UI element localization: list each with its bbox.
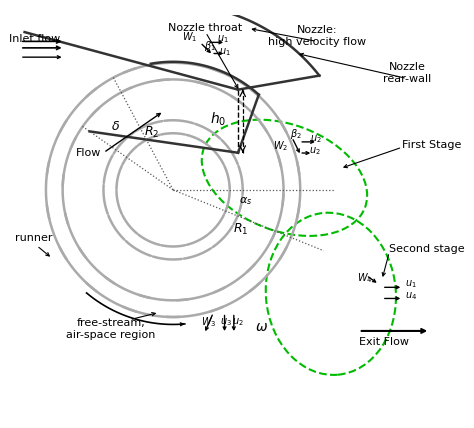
Text: Inlet flow: Inlet flow	[9, 33, 60, 44]
Text: $u_2$: $u_2$	[232, 316, 244, 328]
Text: $u_1$: $u_1$	[217, 33, 228, 45]
Text: $R_1$: $R_1$	[233, 222, 249, 237]
Text: $h_0$: $h_0$	[210, 110, 226, 128]
Text: $u_1$: $u_1$	[405, 279, 417, 291]
Text: Second stage: Second stage	[389, 244, 465, 254]
Text: $\omega$: $\omega$	[255, 320, 268, 334]
Text: $\delta$: $\delta$	[111, 120, 120, 133]
Text: Nozzle:
high velocity flow: Nozzle: high velocity flow	[268, 25, 366, 47]
Text: Nozzle throat: Nozzle throat	[168, 23, 243, 33]
Text: $u_3$: $u_3$	[220, 316, 232, 328]
Text: $\beta_1$: $\beta_1$	[204, 39, 216, 53]
Text: Flow: Flow	[76, 148, 101, 158]
Text: $u_1$: $u_1$	[219, 46, 230, 57]
Text: $W_1$: $W_1$	[182, 30, 197, 44]
Text: $W_4$: $W_4$	[357, 271, 373, 285]
Text: $R_2$: $R_2$	[144, 125, 159, 140]
Text: Exit Flow: Exit Flow	[359, 337, 409, 347]
Text: $u_2$: $u_2$	[310, 133, 322, 145]
Text: runner: runner	[15, 233, 53, 243]
Text: free-stream,
air-space region: free-stream, air-space region	[66, 318, 155, 340]
Text: $u_4$: $u_4$	[405, 291, 417, 303]
Text: $W_3$: $W_3$	[201, 315, 217, 329]
Text: First Stage: First Stage	[402, 140, 462, 150]
Text: $\alpha_s$: $\alpha_s$	[239, 195, 252, 207]
Text: $\beta_2$: $\beta_2$	[290, 128, 302, 142]
Text: Nozzle
rear-wall: Nozzle rear-wall	[383, 62, 431, 84]
Text: $u_2$: $u_2$	[309, 145, 320, 157]
Text: $W_2$: $W_2$	[273, 140, 288, 153]
